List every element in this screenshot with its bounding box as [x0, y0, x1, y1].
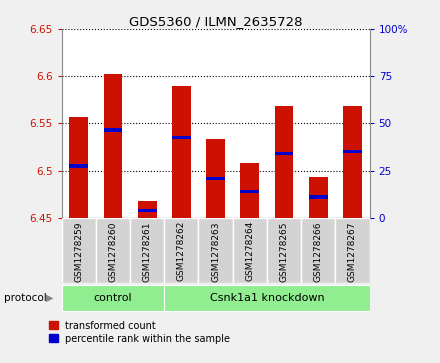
- Text: GSM1278264: GSM1278264: [246, 221, 254, 281]
- Bar: [164, 218, 198, 283]
- Bar: [70, 164, 88, 168]
- Text: GSM1278260: GSM1278260: [108, 221, 117, 282]
- Text: GSM1278266: GSM1278266: [314, 221, 323, 282]
- Bar: [96, 218, 130, 283]
- Bar: [267, 218, 301, 283]
- Bar: [240, 163, 259, 218]
- Bar: [62, 218, 96, 283]
- Bar: [240, 190, 259, 193]
- Bar: [301, 218, 335, 283]
- Bar: [164, 285, 370, 311]
- Text: GSM1278263: GSM1278263: [211, 221, 220, 282]
- Text: GSM1278261: GSM1278261: [143, 221, 152, 282]
- Bar: [138, 201, 157, 218]
- Title: GDS5360 / ILMN_2635728: GDS5360 / ILMN_2635728: [129, 15, 302, 28]
- Legend: transformed count, percentile rank within the sample: transformed count, percentile rank withi…: [49, 321, 231, 344]
- Bar: [70, 117, 88, 218]
- Bar: [130, 218, 164, 283]
- Bar: [103, 74, 122, 218]
- Bar: [233, 218, 267, 283]
- Text: GSM1278262: GSM1278262: [177, 221, 186, 281]
- Bar: [206, 176, 225, 180]
- Bar: [198, 218, 233, 283]
- Bar: [275, 152, 293, 155]
- Bar: [206, 139, 225, 218]
- Bar: [343, 106, 362, 218]
- Text: protocol: protocol: [4, 293, 47, 303]
- Text: GSM1278265: GSM1278265: [279, 221, 289, 282]
- Text: GSM1278267: GSM1278267: [348, 221, 357, 282]
- Bar: [275, 106, 293, 218]
- Bar: [335, 218, 370, 283]
- Bar: [309, 177, 328, 218]
- Text: Csnk1a1 knockdown: Csnk1a1 knockdown: [209, 293, 324, 303]
- Bar: [103, 129, 122, 132]
- Bar: [309, 195, 328, 199]
- Bar: [62, 285, 164, 311]
- Text: GSM1278259: GSM1278259: [74, 221, 83, 282]
- Text: ▶: ▶: [46, 293, 54, 303]
- Bar: [138, 209, 157, 212]
- Text: control: control: [94, 293, 132, 303]
- Bar: [343, 150, 362, 154]
- Bar: [172, 86, 191, 218]
- Bar: [172, 136, 191, 139]
